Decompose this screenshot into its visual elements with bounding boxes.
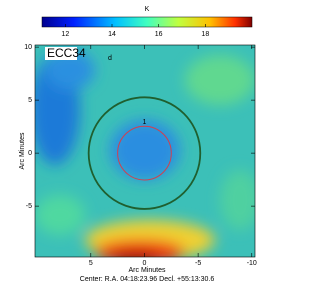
field-sublabel: d xyxy=(108,55,112,62)
colorbar-tick-label: 12 xyxy=(61,31,69,38)
colorbar-tick-label: 14 xyxy=(108,31,116,38)
center-text: Center: R.A. 04:18:23.96 Decl. +55:13:30… xyxy=(80,276,215,283)
region xyxy=(87,96,202,210)
label-box xyxy=(45,47,77,60)
region-label: 1 xyxy=(143,119,147,126)
heatmap xyxy=(35,45,255,257)
y-axis-title: Arc Minutes xyxy=(19,132,26,169)
x-tick-label: -10 xyxy=(247,260,257,267)
region xyxy=(117,125,172,181)
chart: K ECC34 d Arc Minutes Center: R.A. 04:18… xyxy=(19,6,257,283)
field-label: ECC34 xyxy=(47,46,86,60)
x-axis-title: Arc Minutes xyxy=(129,267,166,274)
y-tick-label: 10 xyxy=(24,44,32,51)
y-tick-label: 5 xyxy=(28,97,32,104)
colorbar xyxy=(41,16,253,28)
colorbar-tick-label: 16 xyxy=(155,31,163,38)
y-tick-label: 0 xyxy=(28,150,32,157)
plot-frame xyxy=(34,44,256,258)
x-tick-label: 0 xyxy=(143,260,147,267)
colorbar-tick-label: 18 xyxy=(201,31,209,38)
x-tick-label: 5 xyxy=(89,260,93,267)
colorbar-label: K xyxy=(145,6,150,13)
y-tick-label: -5 xyxy=(26,203,32,210)
x-tick-label: -5 xyxy=(195,260,201,267)
